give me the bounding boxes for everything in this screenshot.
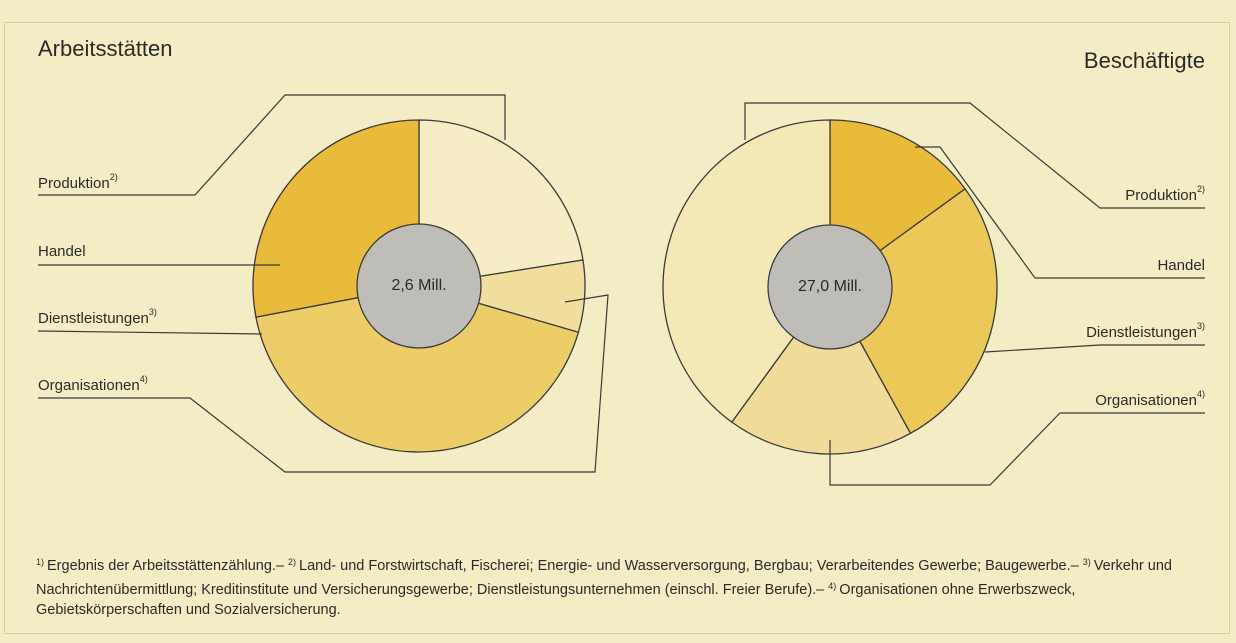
pie-slice: [255, 285, 580, 453]
footnote-mark: 3): [1082, 557, 1091, 567]
category-name: Dienstleistungen: [1086, 324, 1197, 341]
footnote-text: Organisationen ohne Erwerbszweck, Gebiet…: [36, 582, 1076, 618]
category-name: Dienstleistungen: [38, 310, 149, 327]
category-name: Organisationen: [1095, 392, 1197, 409]
pie-slice: [829, 187, 998, 435]
footnote-mark: 2): [288, 557, 297, 567]
footnotes: 1) Ergebnis der Arbeitsstättenzählung.– 2…: [36, 552, 1206, 620]
category-name: Produktion: [38, 175, 110, 192]
chart-title: Beschäftigte: [1084, 48, 1205, 73]
category-label: Organisationen4): [38, 374, 148, 394]
category-label: Dienstleistungen3): [38, 307, 157, 327]
category-note: 3): [149, 307, 157, 317]
center-circle: [767, 224, 893, 350]
category-name: Handel: [1157, 257, 1205, 274]
leader-line: [984, 344, 1205, 353]
category-name: Handel: [38, 243, 86, 260]
pie-slice: [662, 119, 831, 424]
leader-line: [37, 330, 263, 335]
category-label: Produktion2): [1125, 184, 1205, 204]
footnote-mark: 1): [36, 557, 45, 567]
leader-line: [829, 412, 1205, 486]
footnote-text: Verkehr und Nachrichtenübermittlung; Kre…: [36, 558, 1172, 598]
leader-line: [744, 102, 1205, 209]
category-name: Produktion: [1125, 187, 1197, 204]
category-note: 4): [140, 374, 148, 384]
category-label: Dienstleistungen3): [1086, 321, 1205, 341]
category-note: 3): [1197, 321, 1205, 331]
category-label: Produktion2): [38, 172, 118, 192]
category-label: Handel: [38, 243, 86, 260]
category-note: 2): [110, 172, 118, 182]
footnote-text: Land- und Forstwirtschaft, Fischerei; En…: [299, 558, 1079, 574]
category-label: Organisationen4): [1095, 389, 1205, 409]
footnote-text: Ergebnis der Arbeitsstättenzählung.–: [47, 558, 284, 574]
pie-slice: [730, 285, 912, 455]
leader-line: [38, 294, 609, 473]
center-label: 2,6 Mill.: [391, 277, 446, 294]
leader-line: [915, 146, 1205, 279]
center-circle: [356, 223, 482, 349]
category-note: 4): [1197, 389, 1205, 399]
frame: [4, 22, 1230, 634]
center-label: 27,0 Mill.: [798, 278, 862, 295]
footnote-mark: 4): [828, 581, 837, 591]
chart-title: Arbeitsstätten: [38, 36, 173, 61]
leader-line: [38, 94, 506, 196]
category-name: Organisationen: [38, 377, 140, 394]
category-label: Handel: [1157, 257, 1205, 274]
category-note: 2): [1197, 184, 1205, 194]
